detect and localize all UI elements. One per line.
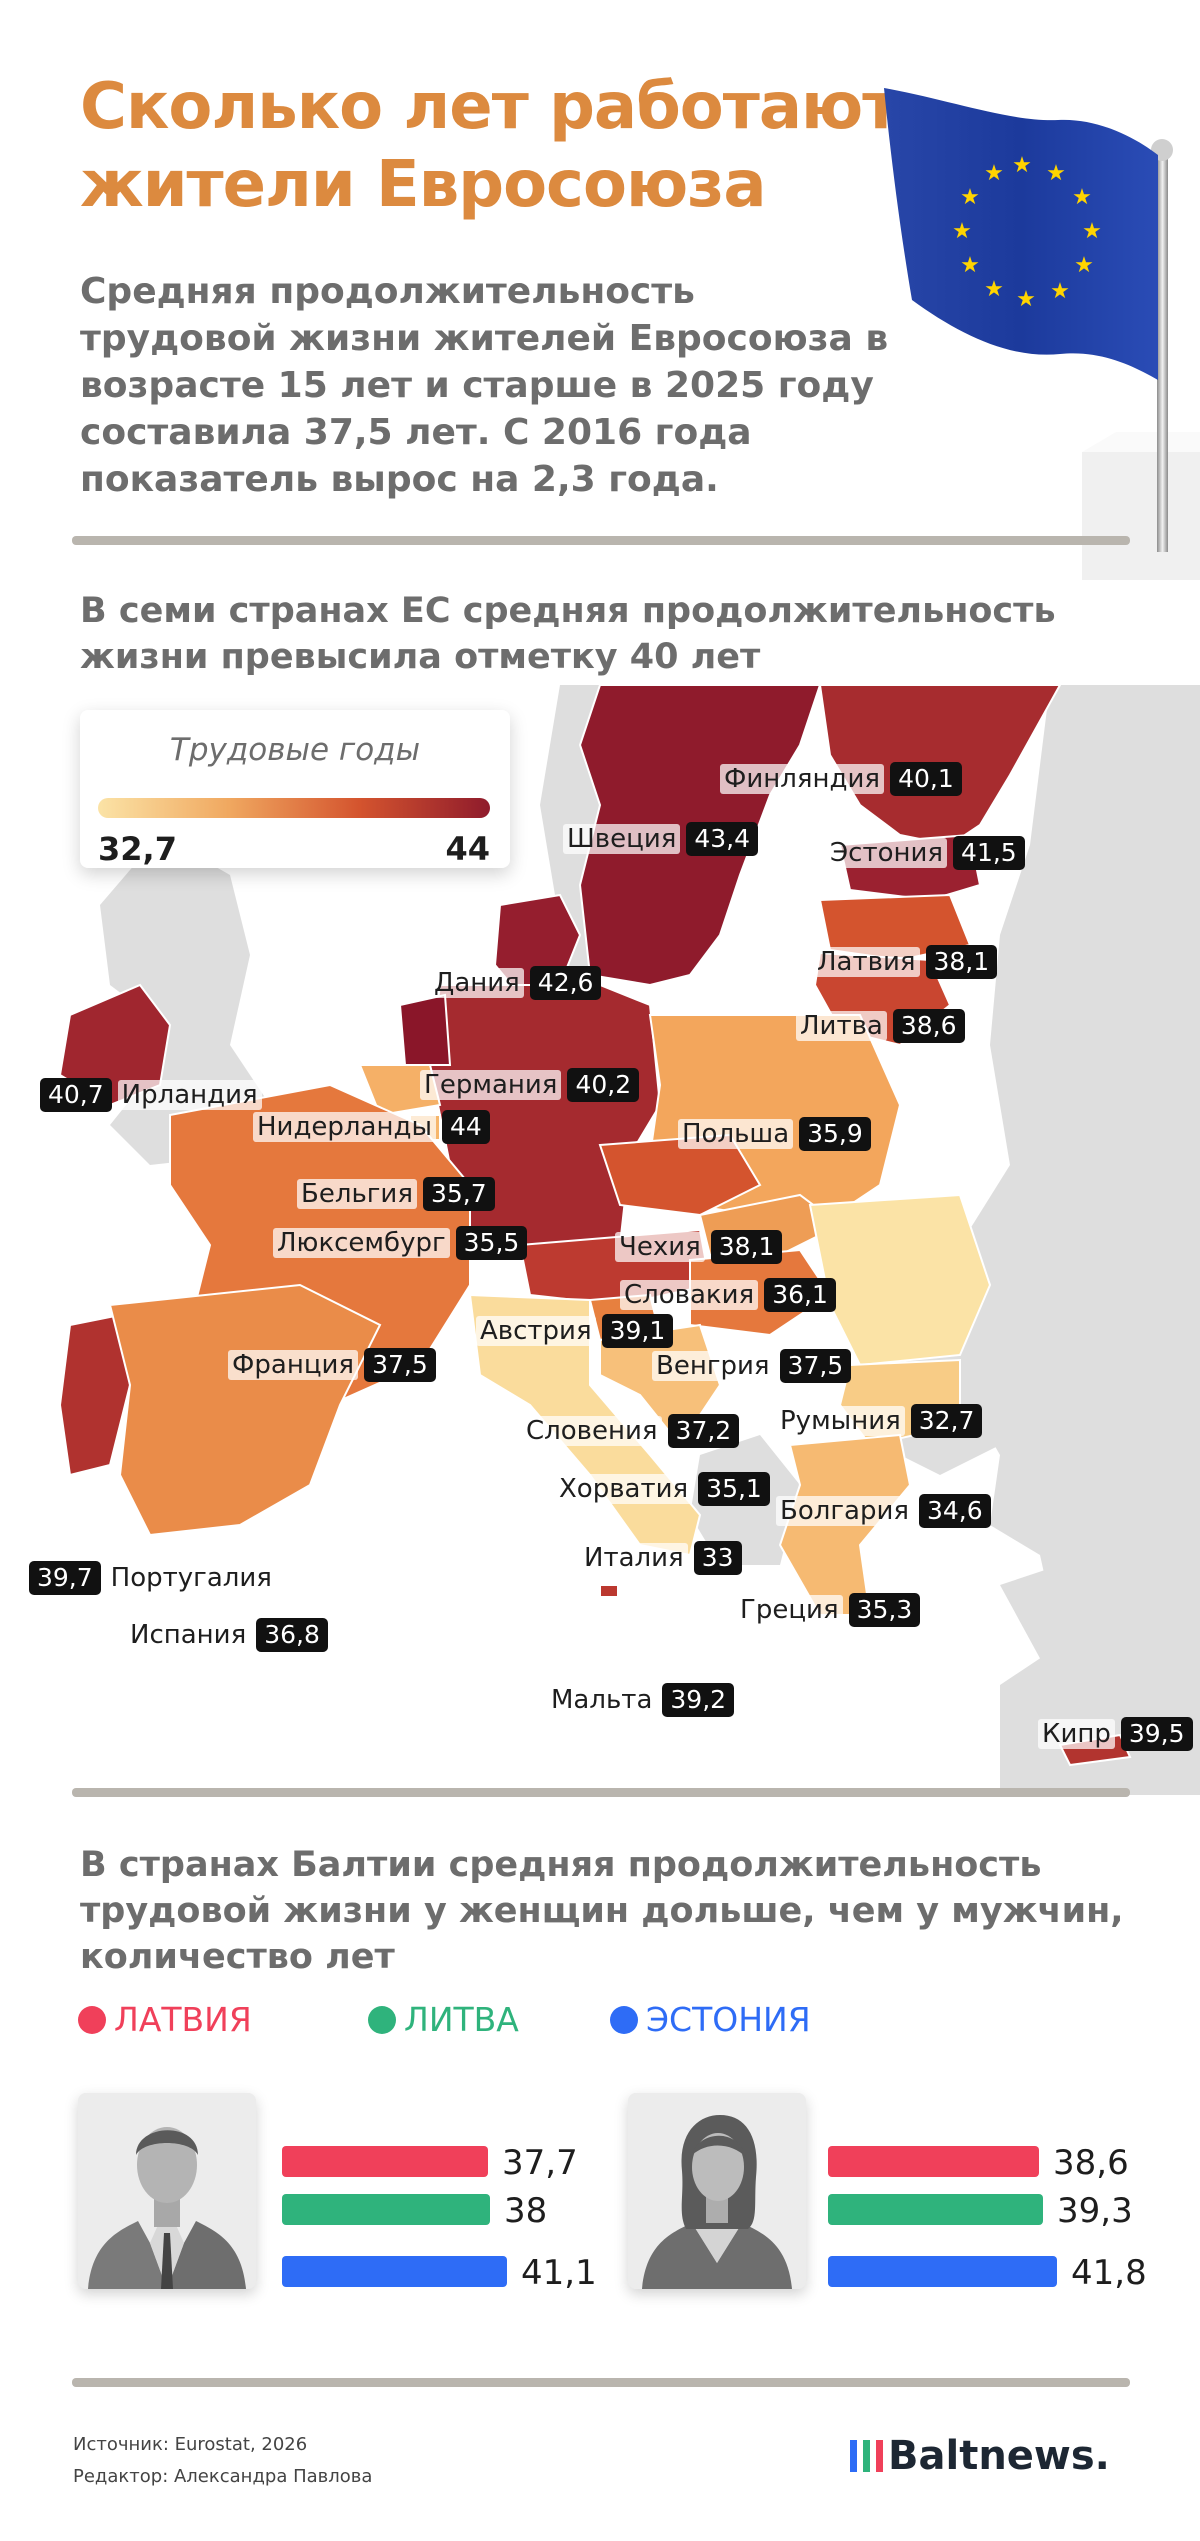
svg-text:★: ★ [1050,279,1070,304]
divider-middle [72,1788,1130,1797]
label-estonia: Эстония 41,5 [826,836,1025,870]
woman-avatar [628,2093,806,2289]
country-shape-25 [599,1584,619,1598]
country-shape-8 [398,993,452,1066]
map-legend: Трудовые годы 32,7 44 [80,710,510,868]
lead-text: Средняя продолжительность трудовой жизни… [80,271,889,500]
legend-latvia: ЛАТВИЯ [78,2000,252,2039]
svg-text:★: ★ [984,161,1004,186]
svg-text:★: ★ [1074,253,1094,278]
svg-text:★: ★ [1082,219,1102,244]
svg-text:★: ★ [1016,287,1036,312]
man-avatar [78,2093,256,2289]
label-malta: Мальта 39,2 [547,1683,735,1717]
label-france: Франция 37,5 [228,1348,436,1382]
legend-max: 44 [445,830,490,868]
editor-text: Редактор: Александра Павлова [73,2466,373,2487]
page-title: Сколько лет работают жители Евросоюза [80,70,899,222]
flag-pole [1157,150,1168,552]
women-bar-value-1: 39,3 [1057,2191,1133,2231]
label-finland: Финляндия 40,1 [720,762,962,796]
baltics-heading: В странах Балтии средняя продолжительнос… [80,1845,1124,1977]
label-sweden: Швеция 43,4 [563,822,759,856]
eu-flag-illustration: ★ ★★ ★★★ ★★★ ★★★ [884,88,1200,580]
label-slovakia: Словакия 36,1 [620,1278,836,1312]
men-bar-1 [282,2194,490,2225]
svg-text:★: ★ [960,253,980,278]
label-bulgaria: Болгария 34,6 [776,1494,991,1528]
men-bar-0 [282,2146,488,2177]
legend-lithuania: ЛИТВА [368,2000,519,2039]
men-bar-value-2: 41,1 [521,2253,597,2293]
svg-text:★: ★ [1046,161,1066,186]
men-bar-value-0: 37,7 [502,2143,578,2183]
latvia-dot [78,2005,106,2034]
label-croatia: Хорватия 35,1 [555,1472,770,1506]
label-portugal: Португалия 39,7 [29,1561,276,1595]
svg-text:★: ★ [952,219,972,244]
legend-min: 32,7 [98,830,177,868]
country-shape-23 [108,1283,382,1537]
brand-mark-icon [850,2440,883,2472]
europe-map [0,685,1200,1795]
label-cyprus: Кипр 39,5 [1038,1717,1193,1751]
svg-text:★: ★ [1012,153,1032,178]
brand-logo: Baltnews. [848,2433,1110,2479]
label-greece: Греция 35,3 [736,1593,921,1627]
svg-text:★: ★ [1072,185,1092,210]
label-luxembourg: Люксембург 35,5 [273,1226,528,1260]
men-bar-value-1: 38 [504,2191,547,2231]
source-text: Источник: Eurostat, 2026 [73,2434,308,2455]
label-hungary: Венгрия 37,5 [652,1349,852,1383]
label-latvia: Латвия 38,1 [813,945,998,979]
divider-top [72,536,1130,545]
label-denmark: Дания 42,6 [430,966,602,1000]
svg-text:★: ★ [984,277,1004,302]
label-germany: Германия 40,2 [420,1068,640,1102]
women-bar-value-2: 41,8 [1071,2253,1147,2293]
svg-text:★: ★ [960,185,980,210]
label-romania: Румыния 32,7 [776,1404,983,1438]
women-bar-2 [828,2256,1057,2287]
estonia-dot [610,2005,638,2034]
label-italy: Италия 33 [580,1541,742,1575]
flag-cloth [884,88,1158,380]
label-czechia: Чехия 38,1 [615,1230,783,1264]
legend-estonia: ЭСТОНИЯ [610,2000,811,2039]
legend-gradient-bar [98,798,490,818]
label-lithuania: Литва 38,6 [796,1009,965,1043]
lithuania-dot [368,2005,396,2034]
women-bar-1 [828,2194,1043,2225]
divider-bottom [72,2378,1130,2387]
women-bar-value-0: 38,6 [1053,2143,1129,2183]
label-ireland: Ирландия 40,7 [40,1078,262,1112]
label-spain: Испания 36,8 [126,1618,328,1652]
women-bar-0 [828,2146,1039,2177]
label-poland: Польша 35,9 [678,1117,871,1151]
label-netherlands: Нидерланды 44 [253,1110,490,1144]
label-austria: Австрия 39,1 [476,1314,674,1348]
legend-title: Трудовые годы [169,732,421,768]
map-heading: В семи странах ЕС средняя продолжительно… [80,591,1056,677]
flag-pedestal [1082,452,1200,580]
label-slovenia: Словения 37,2 [522,1414,740,1448]
label-belgium: Бельгия 35,7 [297,1177,495,1211]
men-bar-2 [282,2256,507,2287]
